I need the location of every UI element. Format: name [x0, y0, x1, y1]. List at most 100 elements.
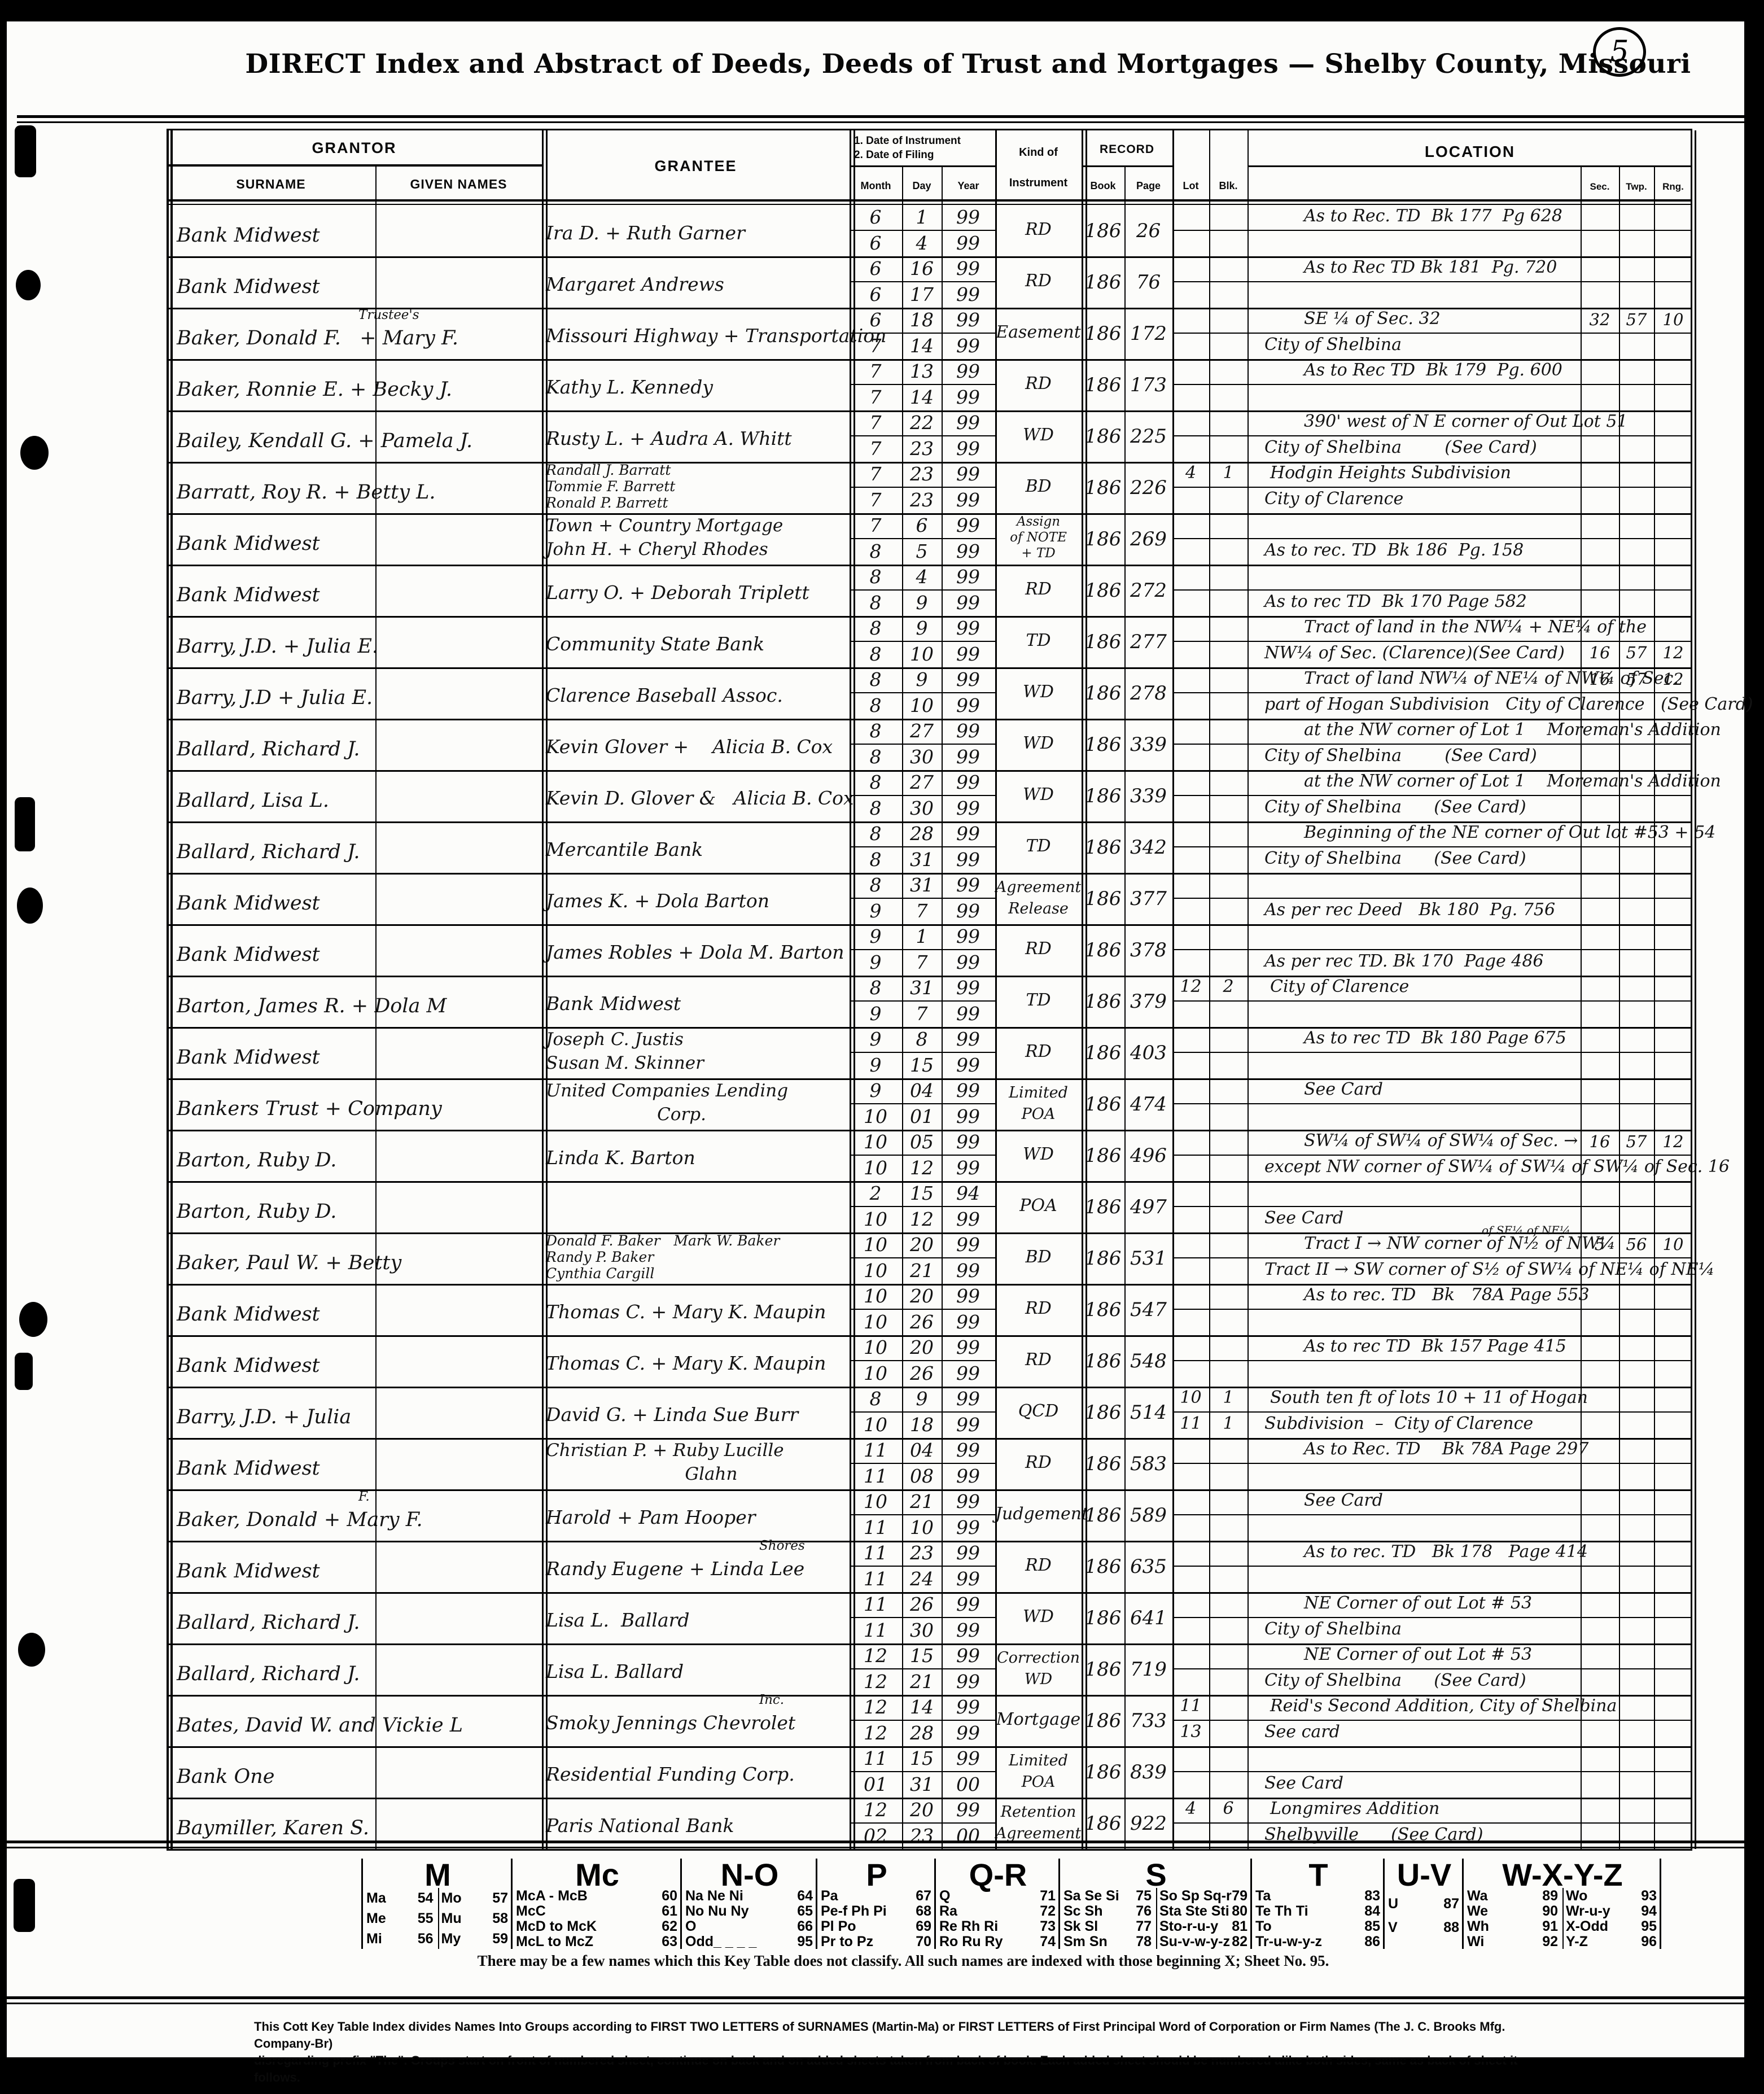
location-line1: at the NW corner of Lot 1 Moreman's Addi… [1304, 720, 1721, 740]
key-entry-label: Wh [1467, 1918, 1489, 1934]
kind-of-instrument: RD [1025, 374, 1052, 394]
kind-of-instrument: POA [1021, 1773, 1056, 1791]
date-instrument-value: 99 [956, 257, 980, 279]
date-instrument-value: 99 [956, 1131, 980, 1153]
binder-hole [14, 1879, 35, 1932]
date-filing-value: 24 [910, 1568, 934, 1590]
lot-value: 11 [1180, 1696, 1202, 1716]
key-entry-label: X-Odd [1566, 1918, 1608, 1934]
binder-hole [15, 125, 36, 177]
location-line2: See Card [1264, 1773, 1343, 1793]
record-page: 379 [1130, 990, 1167, 1013]
footer-rule-2 [7, 2003, 1744, 2004]
date-filing-value: 7 [916, 900, 928, 922]
row-location-midline [1172, 795, 1692, 796]
date-filing-value: 7 [869, 489, 882, 511]
key-entry-label: We [1467, 1903, 1489, 1919]
date-filing-value: 14 [910, 335, 934, 357]
key-entry-number: 56 [417, 1931, 434, 1947]
key-entry-label: Re Rh Ri [939, 1918, 999, 1934]
row-date-midline [850, 1617, 995, 1618]
location-line1: South ten ft of lots 10 + 11 of Hogan [1270, 1388, 1588, 1407]
kind-of-instrument: RD [1025, 1555, 1052, 1575]
date-instrument-value: 10 [864, 1490, 887, 1512]
key-entry: U 87 [1388, 1896, 1459, 1912]
date-instrument-value: 99 [956, 1542, 980, 1564]
table-row: Barratt, Roy R. + Betty L. Randall J. Bar… [167, 462, 1692, 515]
date-instrument-value: 27 [910, 720, 934, 742]
record-book: 186 [1084, 1555, 1122, 1578]
table-row: Bank Midwest Randy Eugene + Linda Lee Shor… [167, 1538, 1692, 1594]
twp-value: 57 [1626, 1132, 1647, 1151]
date-filing-value: 12 [864, 1722, 887, 1744]
kind-of-instrument: Retention [1000, 1803, 1076, 1821]
grantee-name: Lisa L. Ballard [546, 1660, 684, 1682]
title-rule-1 [17, 115, 1744, 118]
key-entry: My 59 [441, 1931, 509, 1947]
table-row: Bank Midwest Larry O. + Deborah Triplett 8… [167, 565, 1692, 618]
rule-header-bottom-2 [167, 204, 1692, 205]
binder-hole [18, 1633, 45, 1667]
key-entry-number: 83 [1364, 1888, 1380, 1904]
date-instrument-value: 99 [956, 1336, 980, 1358]
kind-of-instrument: WD [1023, 682, 1054, 702]
key-entry-label: Ta [1255, 1888, 1271, 1904]
table-row: Bank Midwest Thomas C. + Mary K. Maupin 10… [167, 1284, 1692, 1337]
location-line1: SE ¼ of Sec. 32 [1304, 309, 1441, 329]
key-entry-label: Mo [441, 1890, 462, 1906]
date-filing-value: 23 [910, 489, 934, 511]
location-line2: NW¼ of Sec. (Clarence)(See Card) [1264, 643, 1565, 663]
grantee-note: Inc. [759, 1693, 785, 1707]
date-instrument-value: 11 [864, 1439, 887, 1461]
kind-of-instrument: Correction [997, 1649, 1080, 1667]
lot-value: 13 [1180, 1722, 1202, 1742]
row-date-midline [850, 1771, 995, 1772]
rng-value: 10 [1662, 1235, 1684, 1254]
key-entry-number: 84 [1364, 1903, 1380, 1919]
row-location-midline [1172, 898, 1692, 899]
key-entry: Sta Ste Sti 80 [1159, 1903, 1248, 1920]
row-location-midline [1172, 1206, 1692, 1207]
key-subcolumn-divider [1562, 1888, 1564, 1949]
kind-of-instrument: WD [1023, 425, 1054, 445]
key-entry-label: Pr to Pz [821, 1934, 874, 1949]
date-instrument-value: 99 [956, 1490, 980, 1512]
record-book: 186 [1084, 939, 1122, 961]
record-book: 186 [1084, 1453, 1122, 1475]
key-entry-number: 58 [492, 1911, 508, 1926]
grantee-name: Kathy L. Kennedy [546, 376, 713, 398]
table-row: Barton, James R. + Dola M Bank Midwest 8 31… [167, 976, 1692, 1029]
date-instrument-value: 8 [869, 566, 882, 588]
column-line [1581, 165, 1582, 1849]
date-instrument-value: 6 [916, 514, 928, 536]
row-location-midline [1172, 1514, 1692, 1515]
location-line1: Beginning of the NE corner of Out lot #5… [1304, 823, 1716, 842]
record-book: 186 [1084, 1247, 1122, 1270]
record-book: 186 [1084, 271, 1122, 294]
kind-of-instrument: POA [1021, 1105, 1056, 1123]
key-entry-number: 71 [1040, 1888, 1056, 1904]
key-entry: O 66 [685, 1918, 813, 1935]
record-page: 548 [1130, 1350, 1167, 1372]
key-entry-number: 80 [1232, 1903, 1248, 1919]
grantee-name: Clarence Baseball Assoc. [546, 684, 783, 706]
page-title: DIRECT Index and Abstract of Deeds, Deed… [245, 49, 1691, 80]
date-filing-value: 99 [956, 694, 980, 716]
date-filing-value: 5 [916, 540, 928, 562]
key-entry: Sto-r-u-y 81 [1159, 1918, 1248, 1935]
grantee-name: Harold + Pam Hooper [546, 1506, 756, 1528]
table-bottom-rule-1 [7, 1841, 1744, 1843]
date-filing-value: 8 [869, 540, 882, 562]
location-line1: Tract I → NW corner of N½ of NW¼ [1304, 1234, 1616, 1253]
key-entry: Sc Sh 76 [1063, 1903, 1152, 1920]
key-entry: Mo 57 [441, 1890, 509, 1907]
date-filing-value: 99 [956, 1311, 980, 1333]
date-filing-value: 30 [910, 1619, 934, 1641]
location-line2: City of Shelbina [1264, 335, 1402, 355]
key-entry-label: Te Th Ti [1255, 1903, 1308, 1919]
date-filing-value: 99 [956, 283, 980, 305]
date-instrument-value: 99 [956, 206, 980, 228]
kind-of-instrument: QCD [1018, 1401, 1059, 1421]
table-row: Bank Midwest Margaret Andrews 6 16 99 6 17 99 RD… [167, 256, 1692, 309]
record-page: 26 [1136, 220, 1161, 242]
